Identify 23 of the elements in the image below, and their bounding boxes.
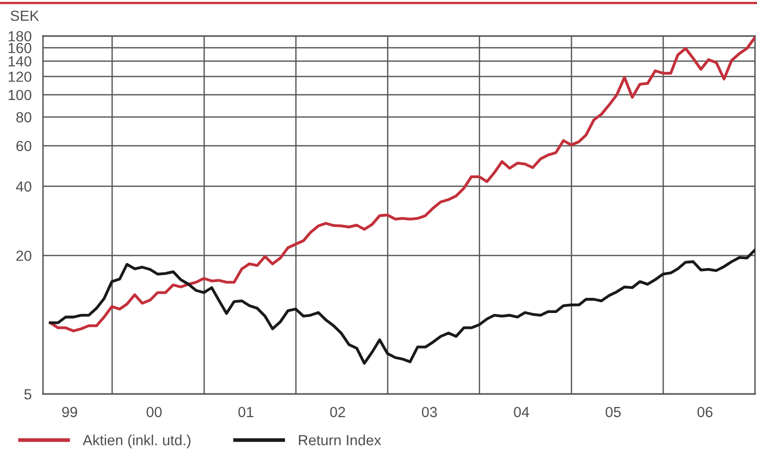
y-tick-label: 160 (8, 42, 32, 54)
x-tick-label: 00 (146, 406, 162, 418)
x-tick-label: 99 (62, 406, 78, 418)
x-tick-label: 03 (422, 406, 437, 418)
y-tick-label: 40 (16, 181, 32, 192)
legend-label: Return Index (298, 434, 382, 446)
y-tick-label: 5 (24, 389, 32, 400)
x-tick-label: 02 (330, 406, 346, 418)
x-tick-label: 05 (606, 406, 621, 418)
y-tick-label: 100 (8, 90, 32, 100)
legend-label: Aktien (inkl. utd.) (82, 434, 190, 448)
y-tick-label: 140 (8, 56, 32, 67)
y-tick-label: 120 (8, 72, 32, 82)
y-tick-label: 80 (16, 112, 32, 122)
x-tick-label: 04 (514, 406, 530, 418)
line-series (48, 248, 755, 365)
x-tick-label: 01 (238, 406, 254, 418)
x-tick-label: 06 (697, 406, 712, 418)
y-tick-label: 20 (16, 250, 32, 261)
y-tick-label: 180 (8, 31, 32, 42)
y-axis-title: SEK (10, 10, 40, 21)
y-tick-label: 60 (16, 140, 32, 152)
line-series (48, 36, 755, 332)
